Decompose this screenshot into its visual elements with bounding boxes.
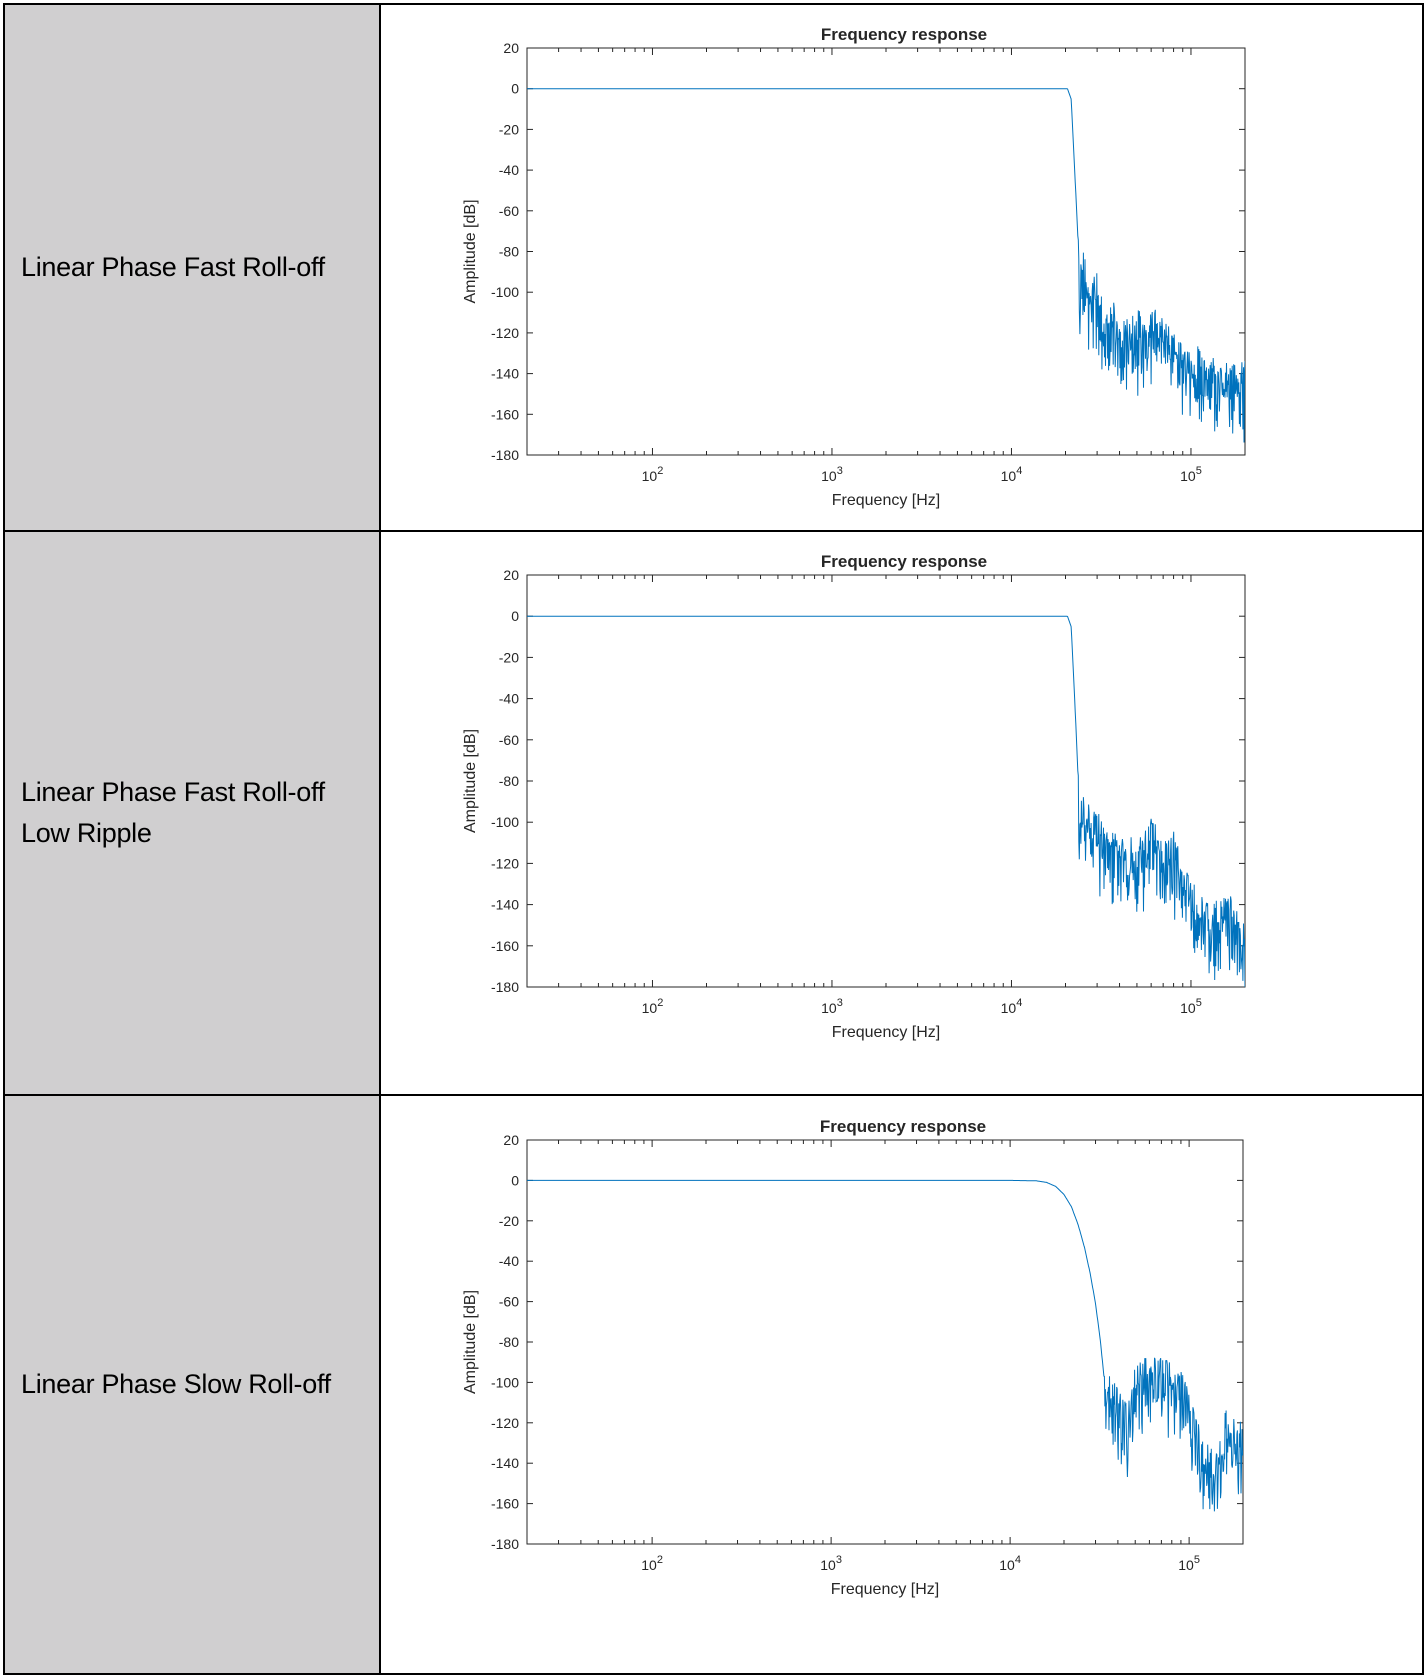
x-tick-label: 105 [1180, 465, 1202, 484]
x-axis-label: Frequency [Hz] [832, 492, 940, 509]
chart-cell: Frequency response 20 0 -20 -40 -60 -80 -100 -12… [379, 1094, 1424, 1675]
y-axis-label: Amplitude [dB] [462, 729, 479, 833]
chart-title: Frequency response [821, 552, 987, 571]
x-tick-label: 104 [1001, 465, 1023, 484]
y-tick-label: -20 [499, 121, 519, 137]
y-tick-label: -100 [491, 284, 519, 300]
y-tick-label: -60 [499, 732, 519, 748]
y-tick-label: -160 [491, 1496, 519, 1512]
chart-title: Frequency response [821, 25, 987, 44]
frequency-response-chart-1: Frequency response 20 0 -20 -40 -60 -80 -100 -12… [462, 25, 1246, 509]
y-tick-label: -60 [499, 203, 519, 219]
x-tick-label: 103 [821, 997, 843, 1016]
y-tick-label: -140 [491, 366, 519, 382]
y-tick-label: -120 [491, 325, 519, 341]
y-tick-label: -20 [499, 1213, 519, 1229]
series-line [527, 88, 1245, 443]
filter-name-label: Linear Phase Slow Roll-off [21, 1369, 331, 1399]
chart-title: Frequency response [820, 1117, 986, 1136]
y-tick-label: -100 [491, 1374, 519, 1390]
filter-name-cell: Linear Phase Fast Roll-off Low Ripple [3, 530, 381, 1096]
series-line [527, 1179, 1243, 1512]
x-tick-label: 105 [1180, 997, 1202, 1016]
filter-name-cell: Linear Phase Fast Roll-off [3, 3, 381, 532]
x-tick-label: 104 [999, 1554, 1021, 1573]
y-tick-label: -40 [499, 691, 519, 707]
y-tick-label: -160 [491, 406, 519, 422]
filter-name-label: Linear Phase Fast Roll-off [21, 252, 325, 282]
y-tick-label: -80 [499, 1334, 519, 1350]
y-tick-label: -140 [491, 897, 519, 913]
chart-cell: Frequency response 20 0 -20 -40 -60 -80 -100 -12… [379, 3, 1424, 532]
y-tick-label: -40 [499, 162, 519, 178]
y-tick-label: -100 [491, 814, 519, 830]
x-tick-label: 102 [642, 465, 664, 484]
y-tick-label: 20 [503, 1132, 519, 1148]
y-axis-label: Amplitude [dB] [462, 199, 479, 303]
filter-response-table: Linear Phase Fast Roll-off Frequency res… [3, 3, 1424, 1675]
frequency-response-chart-2: Frequency response 20 0 -20 -40 -60 -80 -100 -12… [462, 552, 1246, 1041]
x-axis-label: Frequency [Hz] [831, 1581, 939, 1598]
y-tick-label: -80 [499, 773, 519, 789]
axes-box [526, 1139, 1244, 1545]
y-tick-label: -180 [491, 979, 519, 995]
y-tick-label: -60 [499, 1294, 519, 1310]
y-tick-label: 20 [503, 567, 519, 583]
y-tick-label: -20 [499, 649, 519, 665]
y-tick-label: -160 [491, 938, 519, 954]
x-axis-label: Frequency [Hz] [832, 1024, 940, 1041]
x-tick-label: 102 [641, 1554, 663, 1573]
filter-row-3: Linear Phase Slow Roll-off Frequency res… [3, 1094, 1424, 1675]
y-tick-label: 0 [511, 1172, 519, 1188]
filter-row-1: Linear Phase Fast Roll-off Frequency res… [3, 3, 1424, 532]
y-tick-label: -140 [491, 1455, 519, 1471]
x-tick-label: 104 [1001, 997, 1023, 1016]
y-tick-label: -180 [491, 447, 519, 463]
y-tick-label: -120 [491, 855, 519, 871]
filter-row-2: Linear Phase Fast Roll-off Low Ripple Fr… [3, 530, 1424, 1096]
y-tick-label: -80 [499, 244, 519, 260]
x-tick-label: 105 [1178, 1554, 1200, 1573]
y-tick-label: 20 [503, 40, 519, 56]
x-tick-label: 103 [821, 465, 843, 484]
chart-cell: Frequency response 20 0 -20 -40 -60 -80 -100 -12… [379, 530, 1424, 1096]
y-tick-label: -40 [499, 1253, 519, 1269]
axes-box [526, 574, 1246, 988]
filter-name-label: Linear Phase Fast Roll-off Low Ripple [21, 777, 325, 848]
y-tick-label: -180 [491, 1536, 519, 1552]
filter-name-cell: Linear Phase Slow Roll-off [3, 1094, 381, 1675]
y-tick-label: 0 [511, 81, 519, 97]
y-tick-label: 0 [511, 608, 519, 624]
series-line [527, 615, 1245, 987]
frequency-response-chart-3: Frequency response 20 0 -20 -40 -60 -80 -100 -12… [462, 1117, 1244, 1598]
x-tick-label: 102 [642, 997, 664, 1016]
x-tick-label: 103 [820, 1554, 842, 1573]
y-axis-label: Amplitude [dB] [462, 1290, 479, 1394]
y-tick-label: -120 [491, 1415, 519, 1431]
